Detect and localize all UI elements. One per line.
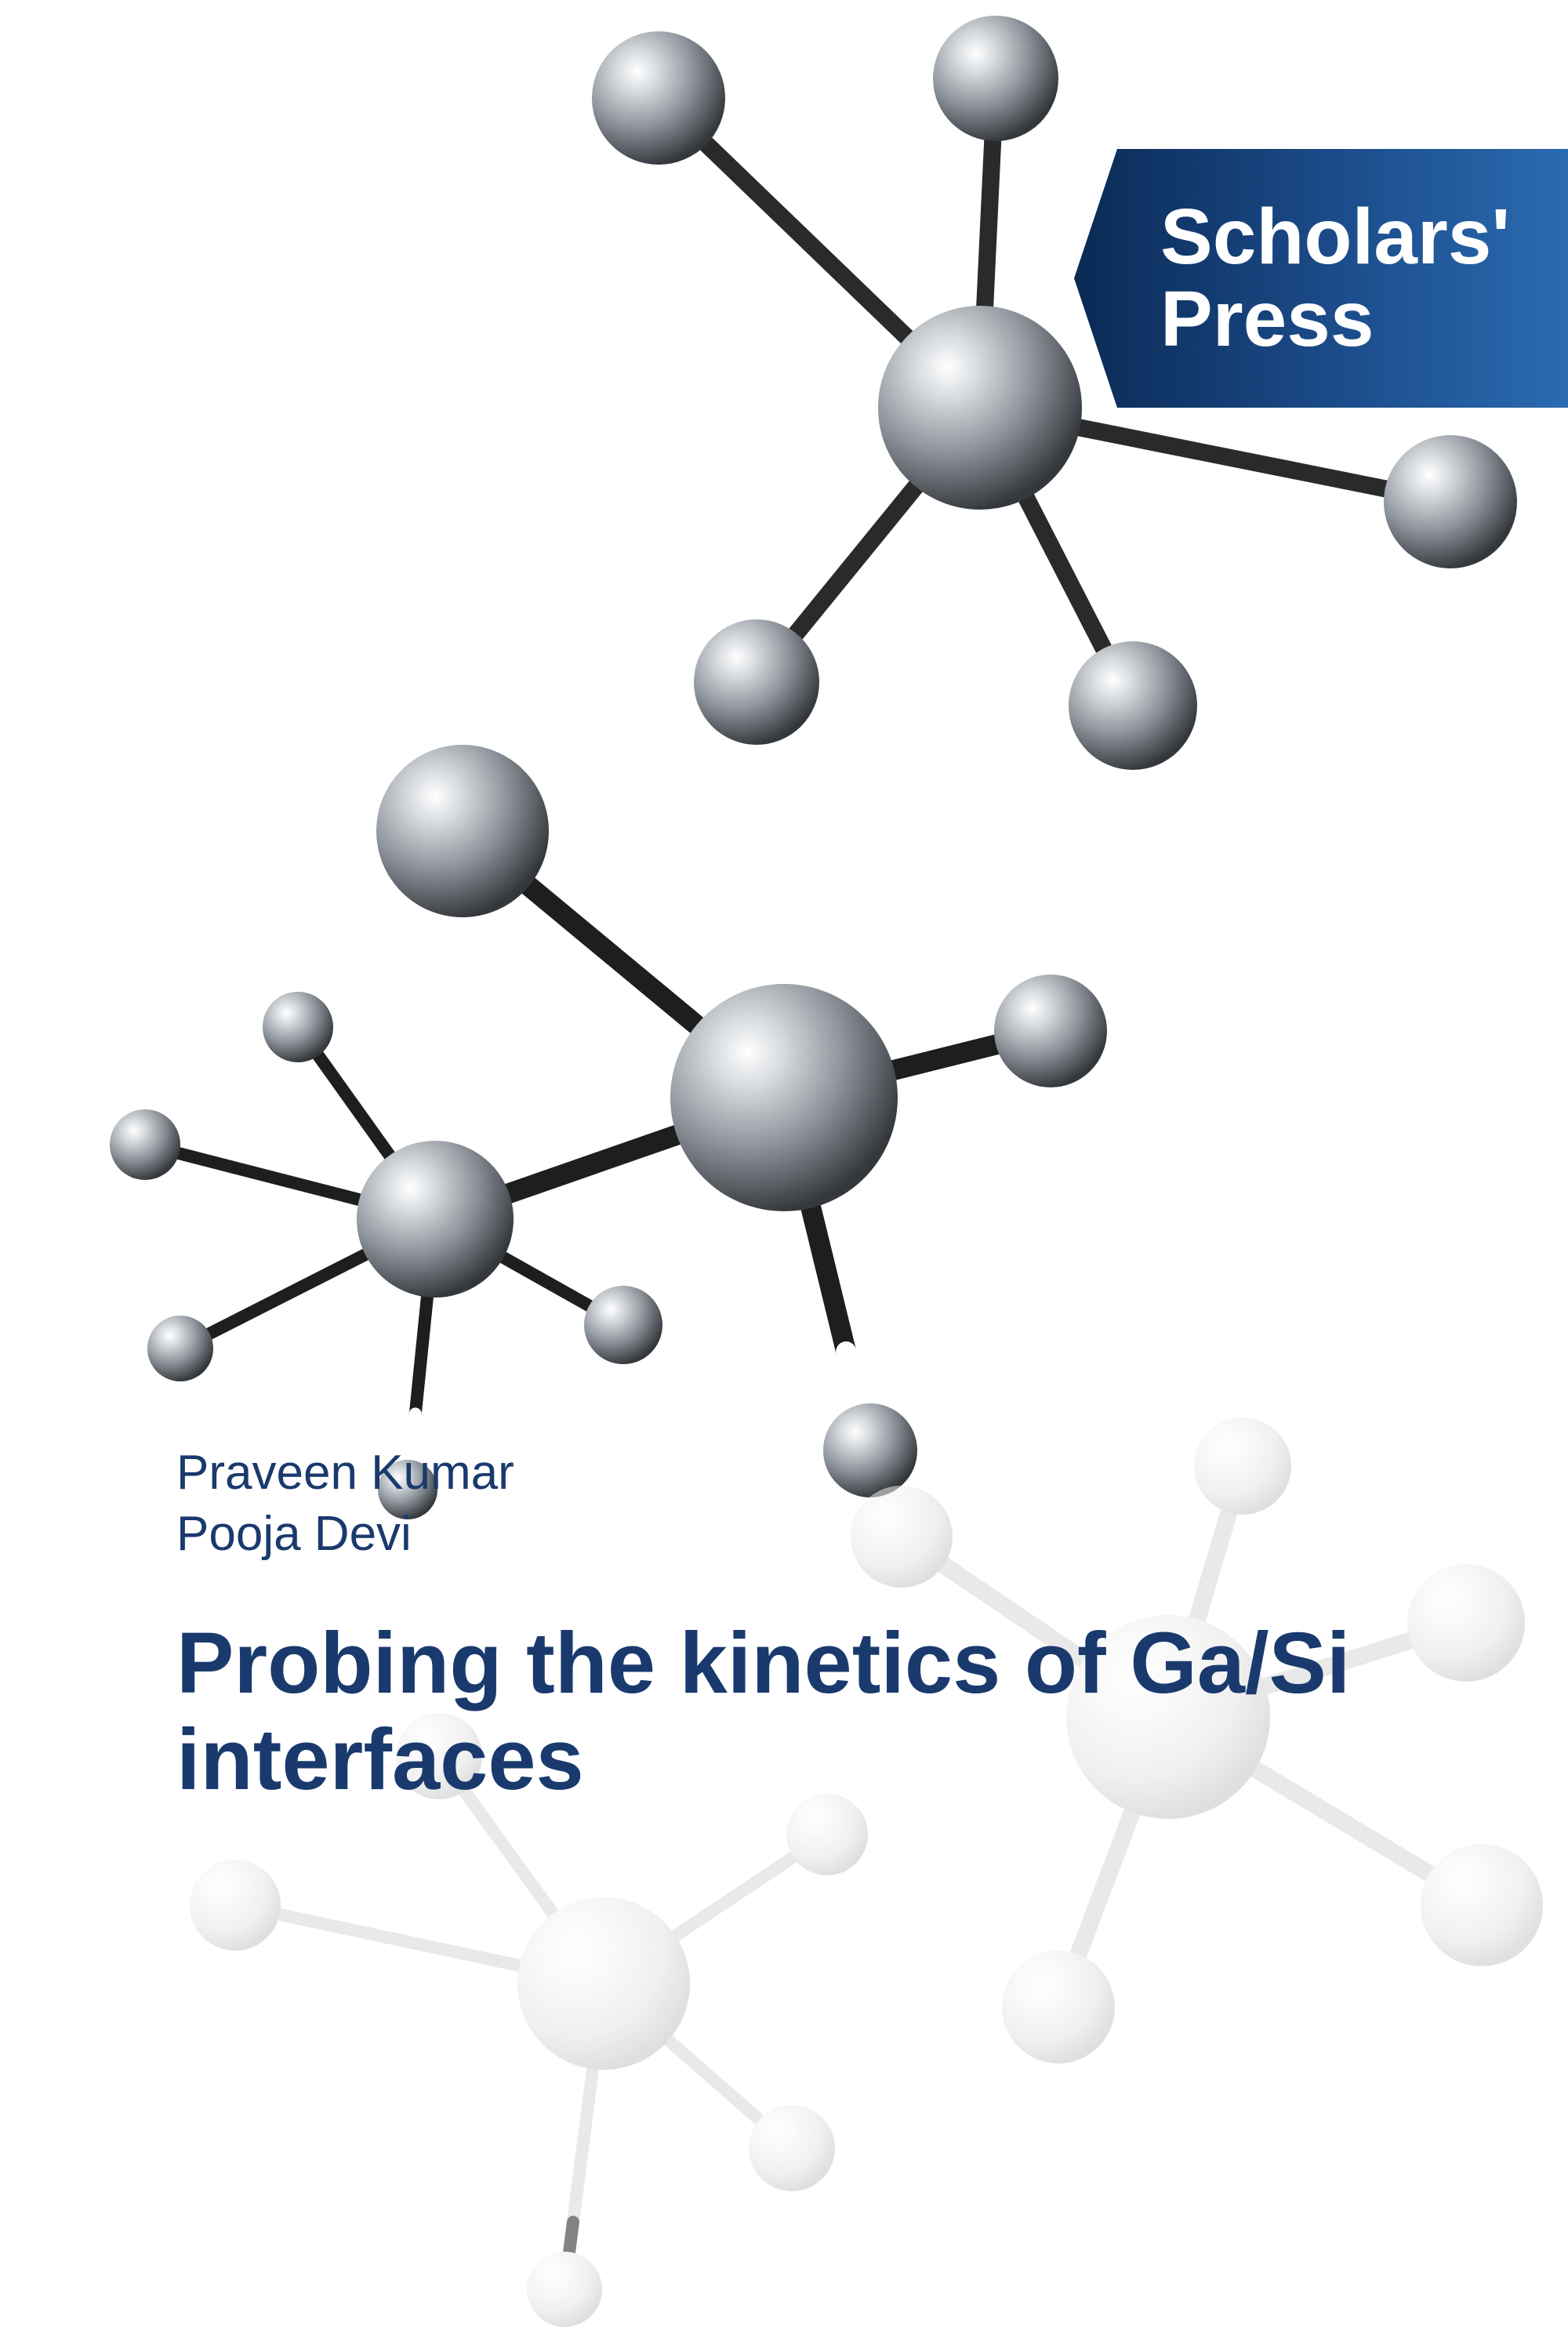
author-1: Praveen Kumar bbox=[176, 1443, 514, 1504]
author-block: Praveen Kumar Pooja Devi bbox=[176, 1443, 514, 1564]
publisher-line-2: Press bbox=[1160, 278, 1568, 361]
publisher-badge: Scholars' Press bbox=[1074, 149, 1568, 408]
author-2: Pooja Devi bbox=[176, 1504, 514, 1565]
publisher-line-1: Scholars' bbox=[1160, 196, 1568, 278]
book-cover: Scholars' Press Praveen Kumar Pooja Devi… bbox=[0, 0, 1568, 2352]
book-title: Probing the kinetics of Ga/Si interfaces bbox=[176, 1615, 1431, 1808]
